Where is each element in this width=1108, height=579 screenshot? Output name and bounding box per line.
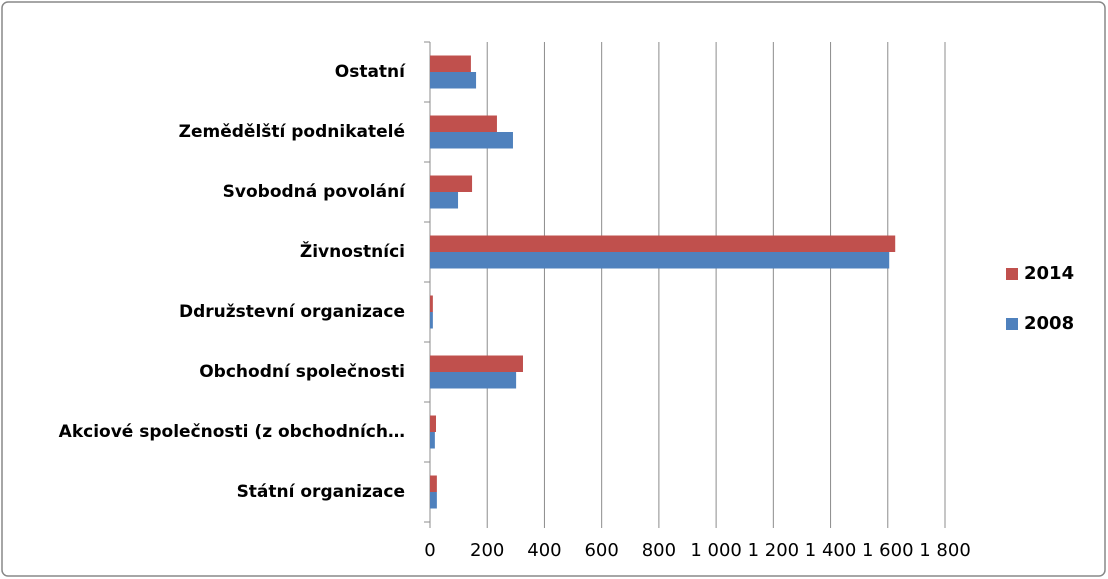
y-tick-label: Státní organizace	[237, 482, 405, 502]
legend-label: 2014	[1024, 263, 1074, 284]
y-tick-label: Svobodná povolání	[223, 182, 407, 202]
bar	[430, 235, 896, 252]
legend-swatch	[1006, 318, 1018, 330]
x-tick-label: 800	[642, 540, 676, 561]
bar	[430, 312, 433, 329]
bar	[430, 355, 523, 372]
x-tick-label: 400	[527, 540, 561, 561]
bar	[430, 72, 477, 89]
y-tick-label: Akciové společnosti (z obchodních…	[59, 422, 405, 442]
bar	[430, 295, 433, 312]
y-tick-label: Obchodní společnosti	[199, 362, 405, 382]
x-tick-label: 1 000	[690, 540, 742, 561]
y-tick-label: Ostatní	[335, 62, 406, 82]
bar	[430, 415, 437, 432]
x-tick-label: 0	[424, 540, 435, 561]
bar	[430, 492, 437, 509]
bar	[430, 192, 459, 209]
y-tick-label: Zemědělští podnikatelé	[179, 122, 405, 142]
bar	[430, 115, 497, 132]
x-tick-label: 200	[470, 540, 504, 561]
x-tick-label: 1 800	[919, 540, 971, 561]
bar	[430, 475, 437, 492]
x-tick-label: 1 600	[862, 540, 914, 561]
x-tick-label: 1 200	[748, 540, 800, 561]
bar	[430, 175, 473, 192]
x-tick-label: 600	[584, 540, 618, 561]
bar	[430, 132, 513, 149]
bar	[430, 55, 471, 72]
y-tick-label: Ddružstevní organizace	[179, 302, 405, 322]
bar	[430, 372, 517, 389]
legend-label: 2008	[1024, 313, 1074, 334]
bar	[430, 252, 890, 269]
legend-swatch	[1006, 268, 1018, 280]
bar	[430, 432, 435, 449]
x-tick-label: 1 400	[805, 540, 857, 561]
y-tick-label: Živnostníci	[300, 240, 405, 262]
